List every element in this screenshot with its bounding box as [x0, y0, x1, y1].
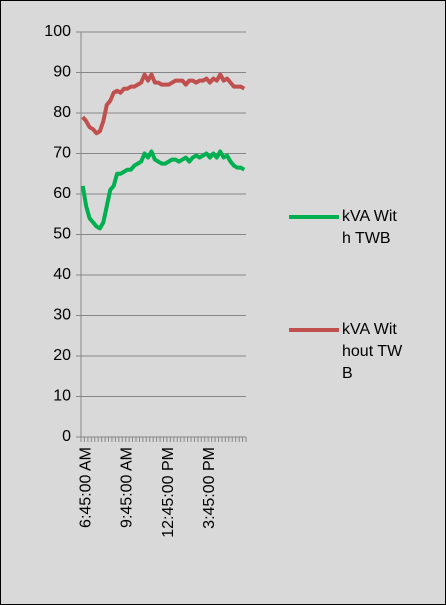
y-tick-label: 60 [53, 185, 71, 202]
y-tick-label: 100 [44, 23, 71, 40]
legend-label: kVA With TWB [342, 208, 397, 247]
y-tick-label: 30 [53, 307, 71, 324]
y-tick-label: 70 [53, 145, 71, 162]
y-tick-label: 20 [53, 347, 71, 364]
x-tick-label: 6:45:00 AM [77, 447, 94, 528]
y-tick-label: 40 [53, 266, 71, 283]
y-tick-label: 90 [53, 64, 71, 81]
x-tick-label: 9:45:00 AM [119, 447, 136, 528]
series-line [80, 149, 246, 231]
y-tick-label: 50 [53, 226, 71, 243]
y-tick-label: 80 [53, 104, 71, 121]
legend-label: kVA Without TWB [342, 321, 403, 382]
x-tick-label: 3:45:00 PM [201, 447, 218, 529]
series-line [81, 72, 246, 136]
y-tick-label: 0 [62, 428, 71, 445]
x-tick-label: 12:45:00 PM [160, 447, 177, 538]
y-tick-label: 10 [53, 388, 71, 405]
